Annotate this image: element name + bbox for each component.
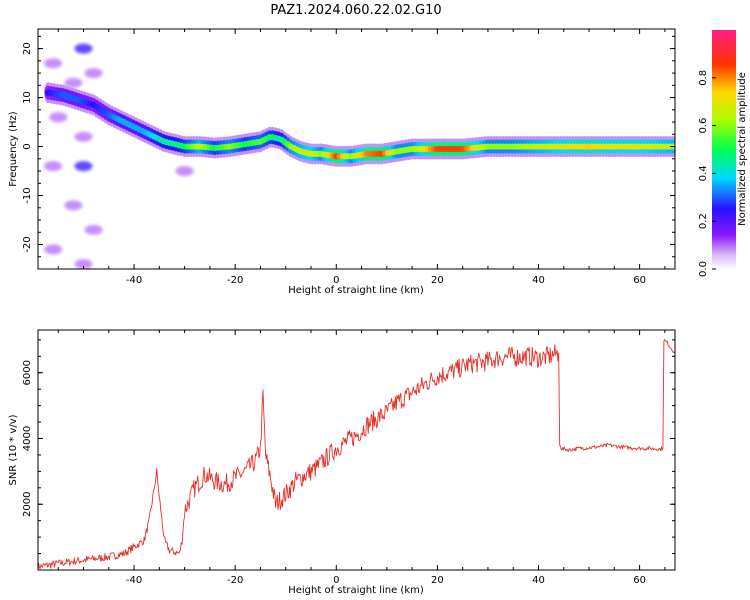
noise-cluster [64, 200, 83, 211]
noise-cluster [44, 58, 63, 69]
x-tick-label: 60 [633, 275, 646, 286]
ridge-core [45, 89, 675, 160]
y-tick-label: 6000 [22, 360, 33, 385]
noise-cluster [74, 161, 93, 172]
noise-cluster [84, 68, 103, 79]
x-tick-label: 0 [333, 275, 339, 286]
ridge-body [44, 85, 675, 164]
snr-frame [37, 329, 676, 571]
noise-cluster [74, 43, 93, 54]
x-tick-label: 20 [431, 275, 444, 286]
noise-cluster [84, 224, 103, 235]
noise-cluster [49, 112, 68, 123]
colorbar-tick-label: 0.8 [698, 70, 709, 86]
noise-cluster [64, 77, 83, 88]
snr-series-line [38, 339, 675, 570]
y-tick-label: 10 [22, 91, 33, 104]
x-tick-label: -40 [126, 275, 142, 286]
spectrogram-frame [37, 28, 676, 270]
noise-cluster [44, 244, 63, 255]
colorbar-gradient [712, 30, 736, 269]
colorbar: 0.0 0.2 0.4 0.6 0.8 Normalized spectral ampl… [698, 30, 748, 277]
colorbar-tick-label: 0.2 [698, 213, 709, 229]
colorbar-tick-label: 0.0 [698, 261, 709, 277]
x-tick-label: -20 [227, 575, 243, 586]
snr-x-ticks: -40 -20 0 20 40 60 [57, 330, 666, 586]
snr-x-axis-label: Height of straight line (km) [288, 585, 424, 596]
ridge-band [44, 82, 675, 167]
x-tick-label: 40 [532, 275, 545, 286]
y-tick-label: 2000 [22, 492, 33, 517]
x-tick-label: 0 [333, 575, 339, 586]
spectrogram-panel: -40 -20 0 20 40 60 -20 -10 0 10 20 Height of stra… [8, 28, 676, 296]
spectrogram-x-ticks: -40 -20 0 20 40 60 [57, 29, 666, 286]
y-tick-label: -20 [22, 236, 33, 252]
y-tick-label: -10 [22, 187, 33, 203]
snr-panel: -40 -20 0 20 40 60 2000 4000 6000 Height of str… [8, 329, 676, 596]
noise-cluster [44, 161, 63, 172]
snr-y-ticks: 2000 4000 6000 [22, 339, 675, 571]
x-tick-label: -20 [227, 275, 243, 286]
x-tick-label: 60 [633, 575, 646, 586]
y-tick-label: 0 [22, 143, 33, 149]
x-tick-label: 40 [532, 575, 545, 586]
noise-cluster [74, 131, 93, 142]
x-tick-label: 20 [431, 575, 444, 586]
noise-cluster [175, 166, 194, 177]
colorbar-ticks: 0.0 0.2 0.4 0.6 0.8 [698, 70, 716, 277]
spectrogram-y-axis-label: Frequency (Hz) [8, 111, 19, 187]
figure-title: PAZ1.2024.060.22.02.G10 [270, 3, 441, 18]
noise-cluster [74, 259, 93, 269]
y-tick-label: 4000 [22, 426, 33, 451]
colorbar-label: Normalized spectral amplitude [737, 72, 748, 226]
spectrogram-x-axis-label: Height of straight line (km) [288, 285, 424, 296]
y-tick-label: 20 [22, 42, 33, 55]
snr-y-axis-label: SNR (10 * v/v) [8, 414, 19, 485]
heatmap-area [44, 43, 675, 269]
spectrogram-y-ticks: -20 -10 0 10 20 [22, 35, 675, 270]
colorbar-tick-label: 0.4 [698, 165, 709, 181]
colorbar-tick-label: 0.6 [698, 118, 709, 134]
x-tick-label: -40 [126, 575, 142, 586]
